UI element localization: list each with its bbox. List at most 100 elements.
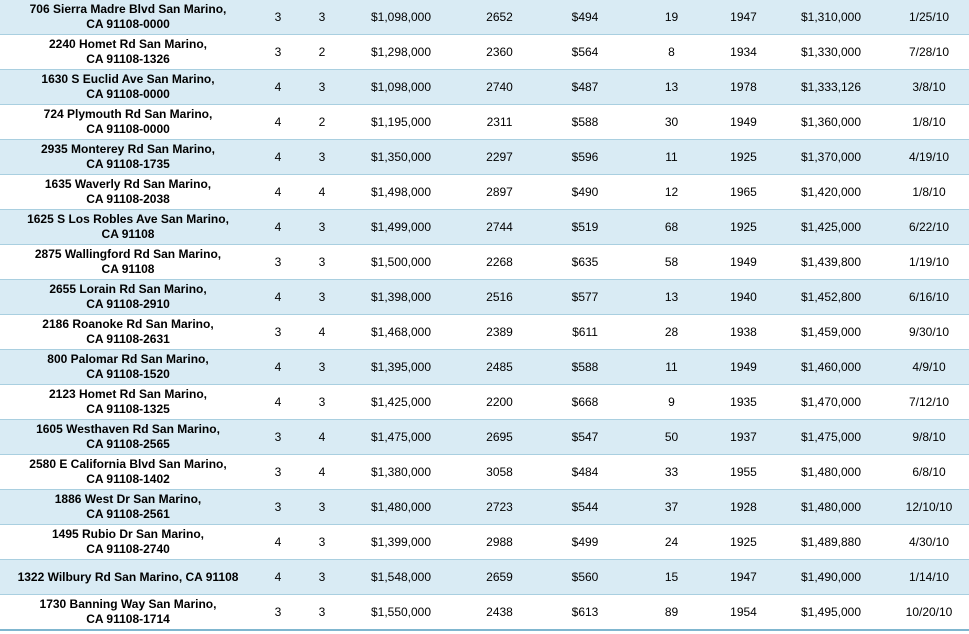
days-on-market-cell: 19 <box>629 0 714 35</box>
beds-cell: 4 <box>256 559 300 595</box>
sold-price-cell: $1,460,000 <box>773 349 889 385</box>
list-price-cell: $1,499,000 <box>344 209 458 245</box>
address-line: 1886 West Dr San Marino, <box>54 492 202 506</box>
address-line: CA 91108-1325 <box>86 402 170 416</box>
year-built-cell: 1978 <box>714 69 773 105</box>
price-per-sqft-cell: $611 <box>541 314 629 350</box>
sold-date-cell: 4/19/10 <box>889 139 969 175</box>
address-line: 2935 Monterey Rd San Marino, <box>40 142 216 156</box>
price-per-sqft-cell: $668 <box>541 384 629 420</box>
address-cell: 2935 Monterey Rd San Marino, CA 91108-173… <box>0 139 256 175</box>
sold-date-cell: 9/8/10 <box>889 419 969 455</box>
sold-price-cell: $1,370,000 <box>773 139 889 175</box>
days-on-market-cell: 58 <box>629 244 714 280</box>
address-line: CA 91108-0000 <box>86 122 170 136</box>
year-built-cell: 1928 <box>714 489 773 525</box>
days-on-market-cell: 24 <box>629 524 714 560</box>
table-row: 2186 Roanoke Rd San Marino, CA 91108-2631… <box>0 314 969 350</box>
table-row: 1495 Rubio Dr San Marino, CA 91108-2740 4 3… <box>0 524 969 560</box>
sold-price-cell: $1,475,000 <box>773 419 889 455</box>
list-price-cell: $1,399,000 <box>344 524 458 560</box>
sqft-cell: 2297 <box>458 139 541 175</box>
sold-date-cell: 1/8/10 <box>889 174 969 210</box>
sold-date-cell: 1/25/10 <box>889 0 969 35</box>
sold-price-cell: $1,425,000 <box>773 209 889 245</box>
beds-cell: 3 <box>256 454 300 490</box>
sold-price-cell: $1,360,000 <box>773 104 889 140</box>
address-line: CA 91108-2740 <box>86 542 170 556</box>
beds-cell: 3 <box>256 594 300 631</box>
days-on-market-cell: 68 <box>629 209 714 245</box>
year-built-cell: 1955 <box>714 454 773 490</box>
address-line: CA 91108-2038 <box>86 192 170 206</box>
sold-price-cell: $1,330,000 <box>773 34 889 70</box>
sold-date-cell: 6/8/10 <box>889 454 969 490</box>
sold-date-cell: 4/30/10 <box>889 524 969 560</box>
baths-cell: 3 <box>300 279 344 315</box>
table-row: 2580 E California Blvd San Marino, CA 911… <box>0 454 969 490</box>
table-row: 2123 Homet Rd San Marino, CA 91108-1325 4 3… <box>0 384 969 420</box>
sold-price-cell: $1,495,000 <box>773 594 889 631</box>
sqft-cell: 2988 <box>458 524 541 560</box>
address-cell: 1605 Westhaven Rd San Marino, CA 91108-25… <box>0 419 256 455</box>
baths-cell: 3 <box>300 69 344 105</box>
beds-cell: 3 <box>256 489 300 525</box>
sqft-cell: 2897 <box>458 174 541 210</box>
days-on-market-cell: 28 <box>629 314 714 350</box>
sold-date-cell: 9/30/10 <box>889 314 969 350</box>
sold-price-cell: $1,489,880 <box>773 524 889 560</box>
address-line: CA 91108-2565 <box>86 437 170 451</box>
days-on-market-cell: 15 <box>629 559 714 595</box>
days-on-market-cell: 8 <box>629 34 714 70</box>
days-on-market-cell: 30 <box>629 104 714 140</box>
table-row: 1322 Wilbury Rd San Marino, CA 91108 4 3 $1… <box>0 559 969 595</box>
beds-cell: 3 <box>256 244 300 280</box>
list-price-cell: $1,195,000 <box>344 104 458 140</box>
sold-date-cell: 1/14/10 <box>889 559 969 595</box>
baths-cell: 3 <box>300 384 344 420</box>
sold-price-cell: $1,480,000 <box>773 489 889 525</box>
beds-cell: 4 <box>256 209 300 245</box>
price-per-sqft-cell: $490 <box>541 174 629 210</box>
address-cell: 2240 Homet Rd San Marino, CA 91108-1326 <box>0 34 256 70</box>
address-cell: 2580 E California Blvd San Marino, CA 911… <box>0 454 256 490</box>
address-line: 1730 Banning Way San Marino, <box>39 597 217 611</box>
price-per-sqft-cell: $544 <box>541 489 629 525</box>
beds-cell: 4 <box>256 384 300 420</box>
address-line: 2186 Roanoke Rd San Marino, <box>42 317 214 331</box>
address-cell: 1322 Wilbury Rd San Marino, CA 91108 <box>0 559 256 595</box>
baths-cell: 3 <box>300 244 344 280</box>
days-on-market-cell: 11 <box>629 139 714 175</box>
days-on-market-cell: 89 <box>629 594 714 631</box>
list-price-cell: $1,098,000 <box>344 69 458 105</box>
beds-cell: 3 <box>256 0 300 35</box>
address-line: CA 91108-2561 <box>86 507 170 521</box>
days-on-market-cell: 50 <box>629 419 714 455</box>
table-row: 1730 Banning Way San Marino, CA 91108-171… <box>0 594 969 631</box>
baths-cell: 2 <box>300 104 344 140</box>
list-price-cell: $1,548,000 <box>344 559 458 595</box>
address-line: CA 91108-2631 <box>86 332 170 346</box>
address-cell: 2123 Homet Rd San Marino, CA 91108-1325 <box>0 384 256 420</box>
baths-cell: 3 <box>300 349 344 385</box>
year-built-cell: 1937 <box>714 419 773 455</box>
address-cell: 1635 Waverly Rd San Marino, CA 91108-2038 <box>0 174 256 210</box>
price-per-sqft-cell: $635 <box>541 244 629 280</box>
address-cell: 2655 Lorain Rd San Marino, CA 91108-2910 <box>0 279 256 315</box>
address-line: 1630 S Euclid Ave San Marino, <box>41 72 215 86</box>
list-price-cell: $1,500,000 <box>344 244 458 280</box>
price-per-sqft-cell: $487 <box>541 69 629 105</box>
address-cell: 1730 Banning Way San Marino, CA 91108-171… <box>0 594 256 631</box>
price-per-sqft-cell: $588 <box>541 104 629 140</box>
sold-date-cell: 6/16/10 <box>889 279 969 315</box>
year-built-cell: 1965 <box>714 174 773 210</box>
table-row: 1605 Westhaven Rd San Marino, CA 91108-25… <box>0 419 969 455</box>
address-line: 2580 E California Blvd San Marino, <box>29 457 227 471</box>
baths-cell: 4 <box>300 314 344 350</box>
year-built-cell: 1925 <box>714 524 773 560</box>
beds-cell: 4 <box>256 104 300 140</box>
price-per-sqft-cell: $499 <box>541 524 629 560</box>
price-per-sqft-cell: $547 <box>541 419 629 455</box>
table-row: 706 Sierra Madre Blvd San Marino, CA 9110… <box>0 0 969 35</box>
address-line: CA 91108-2910 <box>86 297 170 311</box>
